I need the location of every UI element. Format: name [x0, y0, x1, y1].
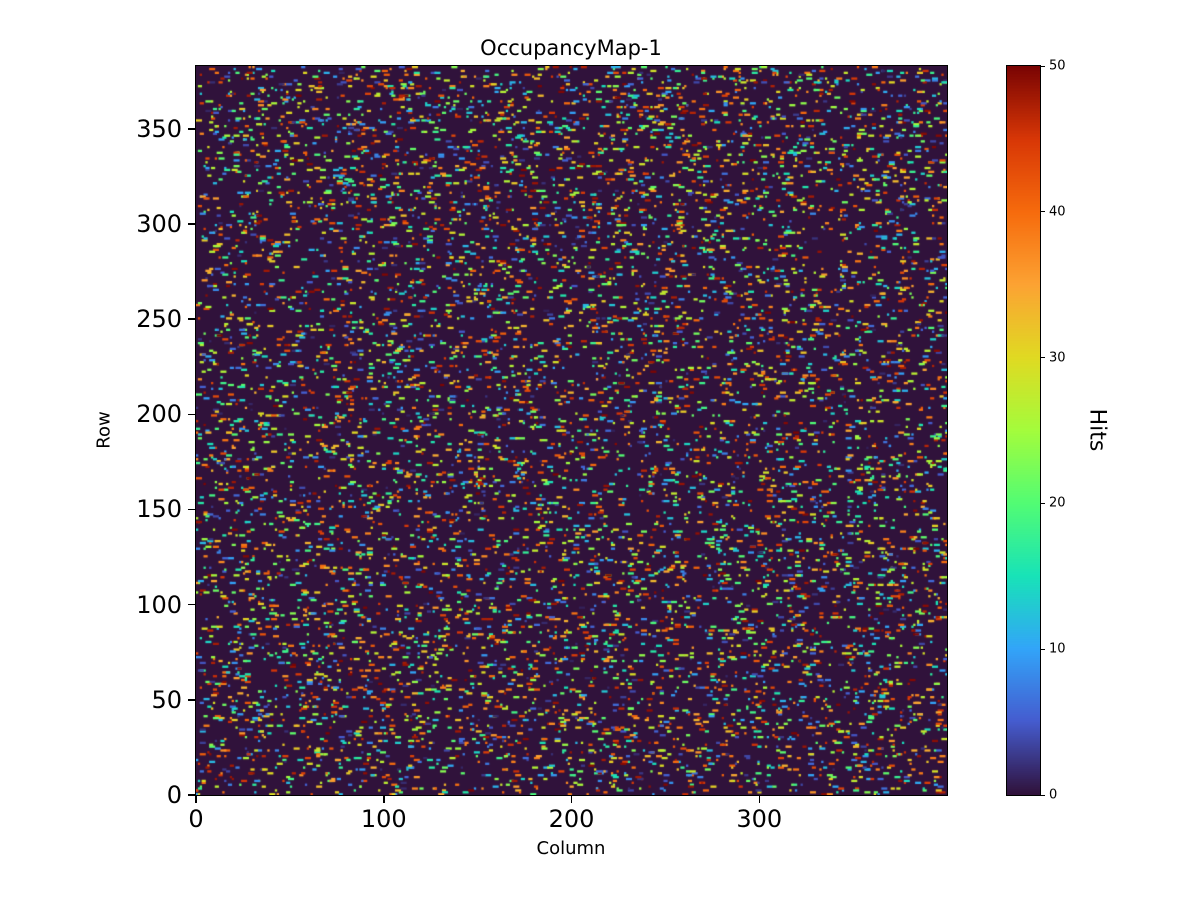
colorbar-tick-label: 10 — [1049, 641, 1066, 657]
y-tick-mark — [188, 223, 196, 225]
x-tick-mark — [195, 795, 197, 803]
colorbar-tick-label: 40 — [1049, 204, 1066, 220]
y-tick-mark — [188, 508, 196, 511]
x-tick-mark — [570, 795, 573, 803]
colorbar — [1006, 65, 1041, 796]
y-tick-label: 50 — [151, 685, 182, 714]
colorbar-tick-mark — [1041, 502, 1045, 504]
colorbar-tick-label: 20 — [1049, 495, 1066, 511]
y-tick-mark — [188, 413, 196, 416]
y-tick-label: 200 — [136, 400, 182, 429]
x-tick-label: 0 — [188, 805, 204, 833]
y-tick-label: 250 — [136, 305, 182, 334]
heatmap-canvas — [195, 65, 948, 796]
x-tick-label: 100 — [360, 805, 407, 833]
y-tick-label: 150 — [136, 495, 182, 524]
y-tick-label: 300 — [136, 209, 182, 238]
y-tick-label: 100 — [136, 590, 182, 619]
y-tick-label: 350 — [136, 114, 182, 143]
y-tick-label: 0 — [166, 781, 182, 809]
x-tick-label: 300 — [736, 805, 783, 833]
y-tick-mark — [188, 318, 196, 320]
colorbar-tick-mark — [1041, 648, 1045, 650]
colorbar-label: Hits — [1084, 408, 1110, 452]
x-axis-label: Column — [536, 838, 606, 859]
y-tick-mark — [188, 603, 196, 606]
chart-title: OccupancyMap-1 — [480, 36, 662, 60]
colorbar-tick-label: 0 — [1049, 787, 1058, 803]
colorbar-tick-mark — [1041, 65, 1045, 67]
x-tick-mark — [383, 795, 385, 803]
colorbar-tick-label: 30 — [1049, 350, 1066, 366]
colorbar-tick-mark — [1041, 794, 1045, 796]
y-tick-mark — [188, 699, 196, 701]
y-axis-label: Row — [93, 411, 115, 449]
y-tick-mark — [188, 794, 196, 796]
y-tick-mark — [188, 128, 196, 130]
colorbar-tick-mark — [1041, 211, 1045, 213]
x-tick-label: 200 — [548, 805, 595, 833]
x-tick-mark — [758, 795, 760, 803]
colorbar-tick-mark — [1041, 357, 1045, 359]
colorbar-tick-label: 50 — [1049, 58, 1066, 74]
